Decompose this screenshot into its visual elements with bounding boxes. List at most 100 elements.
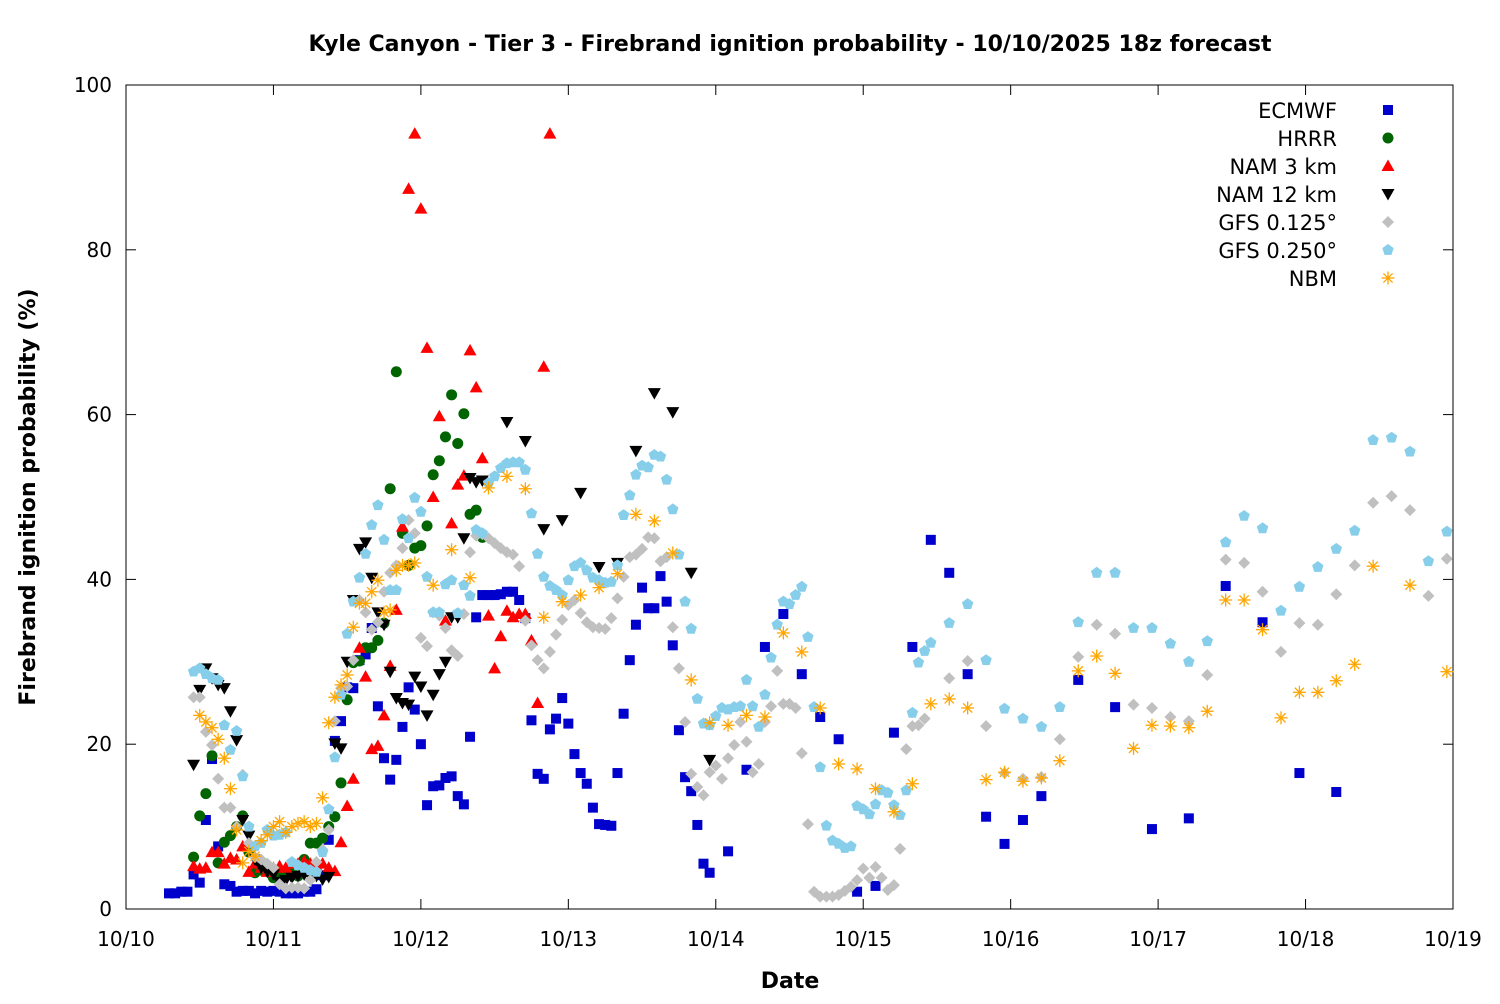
point-gfs-0-125 xyxy=(322,823,335,836)
point-nbm xyxy=(1329,674,1343,688)
point-nbm xyxy=(309,816,323,830)
point-nbm xyxy=(758,710,772,724)
point-ecmwf xyxy=(231,886,242,897)
point-ecmwf xyxy=(600,819,611,830)
point-gfs-0-250 xyxy=(581,564,593,576)
point-hrrr xyxy=(194,810,206,822)
point-ecmwf xyxy=(1073,674,1084,685)
point-hrrr xyxy=(335,777,347,789)
point-gfs-0-250 xyxy=(624,489,636,501)
point-gfs-0-125 xyxy=(605,612,618,625)
point-nbm xyxy=(574,588,588,602)
point-gfs-0-125 xyxy=(543,645,556,658)
point-hrrr xyxy=(390,366,402,378)
point-nam-12-km xyxy=(383,666,397,679)
point-ecmwf xyxy=(551,713,562,724)
legend-label-nam-12-km: NAM 12 km xyxy=(1216,183,1337,207)
point-gfs-0-125 xyxy=(1311,618,1324,631)
point-gfs-0-125 xyxy=(777,697,790,710)
point-nam-12-km xyxy=(574,487,588,500)
point-ecmwf xyxy=(759,641,770,652)
point-gfs-0-125 xyxy=(193,691,206,704)
point-gfs-0-250 xyxy=(882,786,894,798)
point-nam-12-km xyxy=(365,572,379,585)
point-nbm xyxy=(1034,771,1048,785)
point-nam-3-km xyxy=(279,861,293,873)
point-nbm xyxy=(328,690,342,704)
point-nam-3-km xyxy=(426,490,440,502)
point-gfs-0-125 xyxy=(1403,504,1416,517)
point-gfs-0-250 xyxy=(1385,431,1398,443)
point-gfs-0-250 xyxy=(1146,622,1158,633)
point-gfs-0-250 xyxy=(316,846,329,857)
point-gfs-0-125 xyxy=(464,546,477,559)
point-gfs-0-250 xyxy=(679,595,691,607)
point-gfs-0-250 xyxy=(243,820,255,832)
point-gfs-0-250 xyxy=(323,803,335,815)
point-gfs-0-125 xyxy=(1072,650,1085,663)
point-nbm xyxy=(979,773,993,787)
point-gfs-0-250 xyxy=(562,574,574,586)
point-gfs-0-125 xyxy=(752,757,765,770)
point-ecmwf xyxy=(526,715,537,726)
point-gfs-0-125 xyxy=(550,628,563,641)
point-gfs-0-125 xyxy=(789,701,802,714)
point-ecmwf xyxy=(219,879,230,890)
point-gfs-0-125 xyxy=(531,654,544,667)
point-nbm xyxy=(445,543,459,557)
point-gfs-0-250 xyxy=(783,598,796,609)
point-hrrr xyxy=(446,389,458,401)
point-gfs-0-125 xyxy=(1127,698,1140,711)
point-gfs-0-125 xyxy=(519,614,532,627)
legend: ECMWF HRRR NAM 3 km NAM 12 km GFS 0.125° GFS … xyxy=(1216,99,1395,291)
point-nam-12-km xyxy=(334,743,348,755)
point-nbm xyxy=(217,751,231,765)
point-ecmwf xyxy=(471,612,482,623)
point-nam-3-km xyxy=(395,520,409,532)
point-nam-12-km xyxy=(242,830,256,843)
point-ecmwf xyxy=(557,693,568,704)
point-nam-3-km xyxy=(359,670,373,682)
point-gfs-0-250 xyxy=(845,840,857,852)
legend-label-gfs-0-125: GFS 0.125° xyxy=(1218,211,1337,235)
point-gfs-0-250 xyxy=(753,720,765,732)
series-nam-12-km xyxy=(187,388,717,889)
point-gfs-0-250 xyxy=(445,574,458,586)
point-ecmwf xyxy=(538,773,549,784)
point-gfs-0-125 xyxy=(795,747,808,760)
point-gfs-0-125 xyxy=(801,818,814,831)
point-gfs-0-250 xyxy=(605,575,617,587)
point-nbm xyxy=(1237,593,1251,607)
point-nam-3-km xyxy=(199,861,213,873)
point-ecmwf xyxy=(477,590,488,601)
x-tick-label: 10/11 xyxy=(245,927,303,951)
point-nam-12-km xyxy=(420,710,434,722)
point-nam-12-km xyxy=(426,689,440,702)
point-ecmwf xyxy=(643,603,654,614)
point-nam-12-km xyxy=(389,693,403,705)
point-nam-12-km xyxy=(518,435,532,448)
point-nbm xyxy=(481,481,495,495)
point-gfs-0-250 xyxy=(378,533,390,545)
point-gfs-0-250 xyxy=(962,598,974,609)
point-gfs-0-125 xyxy=(365,623,378,636)
point-nam-3-km xyxy=(531,696,545,708)
point-nam-12-km xyxy=(647,388,661,400)
legend-label-gfs-0-250: GFS 0.250° xyxy=(1218,239,1337,263)
point-ecmwf xyxy=(624,655,635,666)
y-tick-label: 40 xyxy=(87,567,112,591)
point-ecmwf xyxy=(397,721,408,732)
point-nam-3-km xyxy=(518,607,532,620)
point-ecmwf xyxy=(1183,813,1194,824)
point-nam-3-km xyxy=(230,853,244,865)
point-gfs-0-125 xyxy=(961,654,974,667)
series-nam-3-km xyxy=(187,127,557,877)
point-gfs-0-250 xyxy=(310,865,323,877)
point-ecmwf xyxy=(925,534,936,545)
legend-label-nbm: NBM xyxy=(1289,267,1337,291)
point-ecmwf xyxy=(391,754,402,765)
x-tick-label: 10/13 xyxy=(540,927,598,951)
point-nbm xyxy=(1182,721,1196,735)
point-gfs-0-250 xyxy=(372,499,384,511)
point-ecmwf xyxy=(409,704,420,715)
